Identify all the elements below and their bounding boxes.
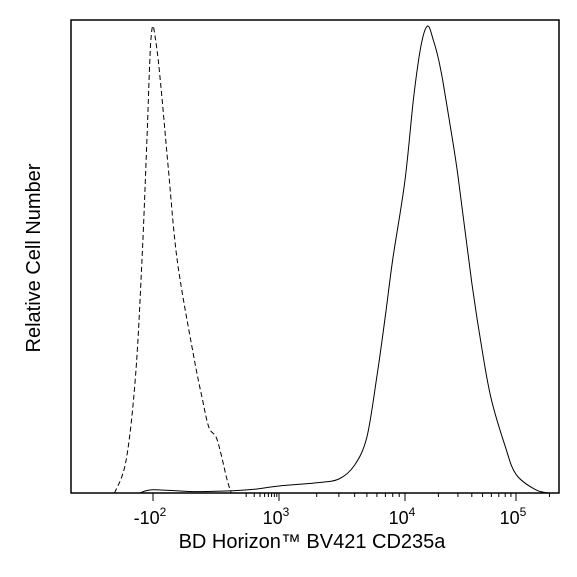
series-line-dashed [114, 25, 232, 494]
y-axis-title: Relative Cell Number [23, 163, 45, 352]
x-axis-ticks: -102 103 104 105 [134, 493, 550, 528]
series-line-solid [139, 25, 550, 494]
plot-frame [70, 19, 560, 494]
x-axis-title: BD Horizon™ BV421 CD235a [179, 531, 447, 553]
x-tick-label: 103 [263, 505, 290, 528]
x-tick-label: 104 [389, 505, 416, 528]
series-layer [114, 25, 550, 494]
x-tick-label: -102 [134, 505, 167, 528]
x-tick-label: 105 [500, 505, 527, 528]
